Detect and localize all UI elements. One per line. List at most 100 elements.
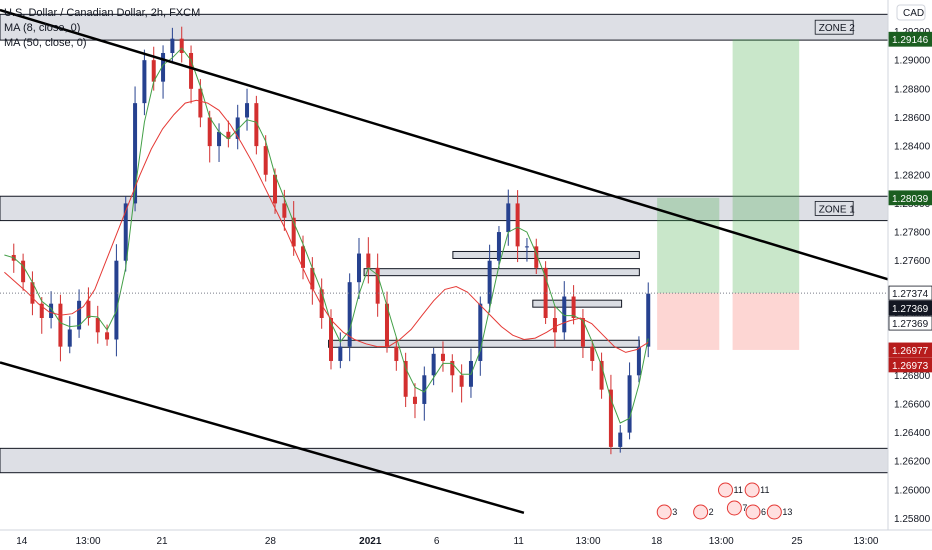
price-tick-label: 1.28600 (894, 113, 931, 124)
zone-label-box (814, 19, 854, 35)
candle-body (347, 282, 352, 347)
candle-body (67, 329, 72, 347)
price-badge-label: 1.26977 (892, 346, 929, 357)
event-markers: 3 211 117 6 13 (656, 482, 792, 520)
candle-body (226, 131, 231, 139)
event-count-label: 3 (672, 507, 677, 517)
candle-body (618, 432, 623, 447)
time-tick-label: 13:00 (853, 536, 878, 547)
indicator-ma50: MA (50, close, 0) (4, 37, 87, 49)
event-marker-icon (745, 504, 761, 520)
event-count-label: 2 (709, 507, 714, 517)
candle-body (431, 353, 436, 376)
level-box (532, 299, 623, 308)
candle-body (21, 260, 26, 283)
price-badge-label: 1.27369 (892, 304, 929, 315)
time-tick-label: 6 (434, 536, 440, 547)
candle-body (478, 303, 483, 361)
price-tick-label: 1.26800 (894, 371, 931, 382)
price-badge (888, 285, 932, 301)
event-marker-icon (693, 504, 709, 520)
candle-body (487, 260, 492, 304)
candle-body (151, 60, 156, 82)
price-tick-label: 1.26000 (894, 485, 931, 496)
zone-band (0, 13, 889, 41)
ma50-line (4, 99, 649, 353)
candle-body (254, 103, 259, 147)
plot-area (0, 0, 888, 530)
price-tick-label: 1.28800 (894, 84, 931, 95)
level-box (452, 250, 640, 259)
candle-body (263, 146, 268, 175)
event-count-label: 11 (760, 485, 769, 495)
price-badge-label: 1.29146 (892, 35, 929, 46)
currency-badge (896, 4, 926, 21)
position-stop-zone (657, 293, 720, 350)
candle-body (394, 346, 399, 361)
candle-body (170, 38, 175, 53)
chart-title: U.S. Dollar / Canadian Dollar, 2h, FXCM (4, 7, 201, 19)
trend-line (0, 8, 889, 281)
candle-body (459, 375, 464, 387)
candle-body (506, 203, 511, 233)
candle-body (30, 282, 35, 304)
chart-legend: U.S. Dollar / Canadian Dollar, 2h, FXCM … (4, 6, 200, 51)
candle-body (646, 293, 651, 347)
ma8-line (4, 47, 649, 424)
price-badge (888, 190, 932, 206)
candle-body (235, 117, 240, 139)
level-box (363, 268, 640, 277)
time-tick-label: 2021 (359, 536, 382, 547)
candle-body (599, 360, 604, 390)
price-badge (888, 31, 932, 47)
price-tick-label: 1.27600 (894, 256, 931, 267)
candle-body (95, 318, 100, 333)
candle-body (496, 232, 501, 261)
candle-body (291, 217, 296, 247)
time-tick-label: 21 (157, 536, 169, 547)
candle-body (329, 318, 334, 361)
price-tick-label: 1.25800 (894, 514, 931, 525)
candle-body (39, 303, 44, 318)
position-target-zone (732, 39, 800, 294)
candle-body (142, 60, 147, 104)
price-badge (888, 357, 932, 373)
candle-body (515, 203, 520, 247)
event-count-label: 13 (782, 507, 792, 517)
candle-body (273, 174, 278, 204)
price-badge-label: 1.28039 (892, 194, 929, 205)
time-tick-label: 28 (265, 536, 277, 547)
price-tick-label: 1.26200 (894, 457, 931, 468)
price-badge (888, 300, 932, 316)
candle-body (123, 203, 128, 261)
candle-body (422, 375, 427, 404)
candle-body (86, 300, 91, 318)
candle-body (440, 353, 445, 361)
time-tick-label: 13:00 (76, 536, 101, 547)
event-count-label: 11 (733, 485, 742, 495)
event-marker-icon (717, 482, 733, 498)
candle-body (562, 296, 567, 333)
candle-body (580, 318, 585, 347)
price-badge (888, 342, 932, 358)
candle-body (450, 360, 455, 376)
candle-body (608, 389, 613, 447)
price-badge-label: 1.27369 (892, 319, 929, 330)
event-count-label: 7 (742, 503, 747, 513)
candle-body (77, 300, 82, 330)
candle-body (543, 267, 548, 318)
price-axis: 1.25800 1.26000 1.26200 1.26400 1.26600 1.268… (887, 0, 932, 530)
zone-band (0, 195, 889, 222)
candle-body (356, 253, 361, 283)
time-tick-label: 11 (513, 536, 524, 547)
candle-body (384, 303, 389, 347)
time-tick-label: 13:00 (576, 536, 601, 547)
zone-label: ZONE 1 (819, 204, 856, 215)
candle-body (571, 296, 576, 318)
time-tick-label: 13:00 (709, 536, 734, 547)
candle-body (282, 203, 287, 218)
candle-body (366, 253, 371, 268)
candle-body (133, 103, 138, 204)
